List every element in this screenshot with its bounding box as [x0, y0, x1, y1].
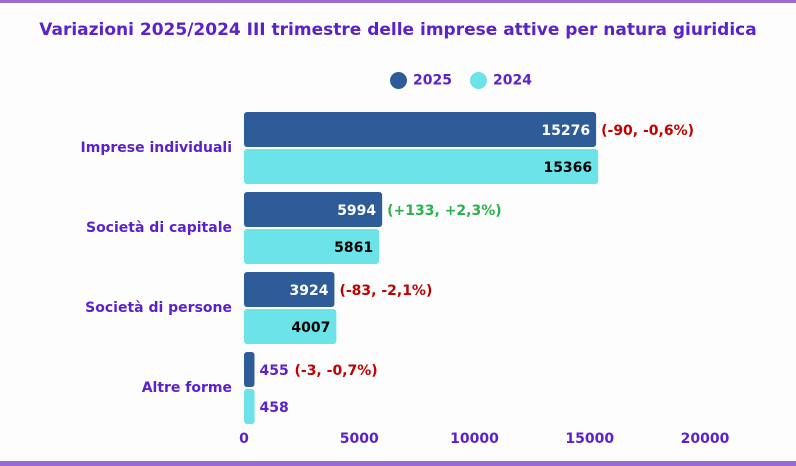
- data-label: 5994: [337, 203, 376, 219]
- category-label: Società di persone: [85, 300, 232, 316]
- x-tick-label: 15000: [565, 431, 614, 447]
- bar-2024: [244, 389, 255, 424]
- top-border: [0, 0, 796, 3]
- data-label: 3924: [289, 283, 328, 299]
- data-label: 458: [260, 400, 289, 416]
- x-tick-label: 20000: [681, 431, 730, 447]
- bar-2024: [244, 309, 337, 344]
- chart-title: Variazioni 2025/2024 III trimestre delle…: [39, 20, 757, 40]
- bar-2024: [244, 149, 599, 184]
- variation-annotation: (+133, +2,3%): [387, 203, 502, 219]
- category-label: Imprese individuali: [81, 140, 232, 156]
- bar-2024: [244, 229, 380, 264]
- x-tick-label: 0: [239, 431, 249, 447]
- bottom-border: [0, 461, 796, 466]
- bar-2025: [244, 272, 335, 307]
- variation-annotation: (-90, -0,6%): [601, 123, 694, 139]
- legend-swatch-icon: [390, 72, 407, 89]
- bar-2025: [244, 352, 255, 387]
- x-tick-label: 10000: [450, 431, 499, 447]
- legend-swatch-icon: [469, 72, 487, 89]
- variation-annotation: (-3, -0,7%): [294, 363, 377, 379]
- data-label: 455: [259, 363, 288, 379]
- bar-2025: [244, 192, 383, 227]
- bar-2025: [244, 112, 597, 147]
- legend-label: 2025: [413, 72, 452, 89]
- legend: 2025 2024: [390, 72, 532, 89]
- legend-item-2025[interactable]: 2025: [390, 72, 452, 89]
- data-label: 15366: [543, 160, 592, 176]
- variation-annotation: (-83, -2,1%): [339, 283, 432, 299]
- data-label: 15276: [541, 123, 590, 139]
- x-tick-label: 5000: [340, 431, 379, 447]
- legend-label: 2024: [492, 72, 532, 89]
- category-label: Altre forme: [142, 380, 232, 396]
- category-label: Società di capitale: [86, 220, 232, 236]
- data-label: 5861: [334, 240, 373, 256]
- data-label: 4007: [291, 320, 330, 336]
- legend-item-2024[interactable]: 2024: [469, 72, 532, 89]
